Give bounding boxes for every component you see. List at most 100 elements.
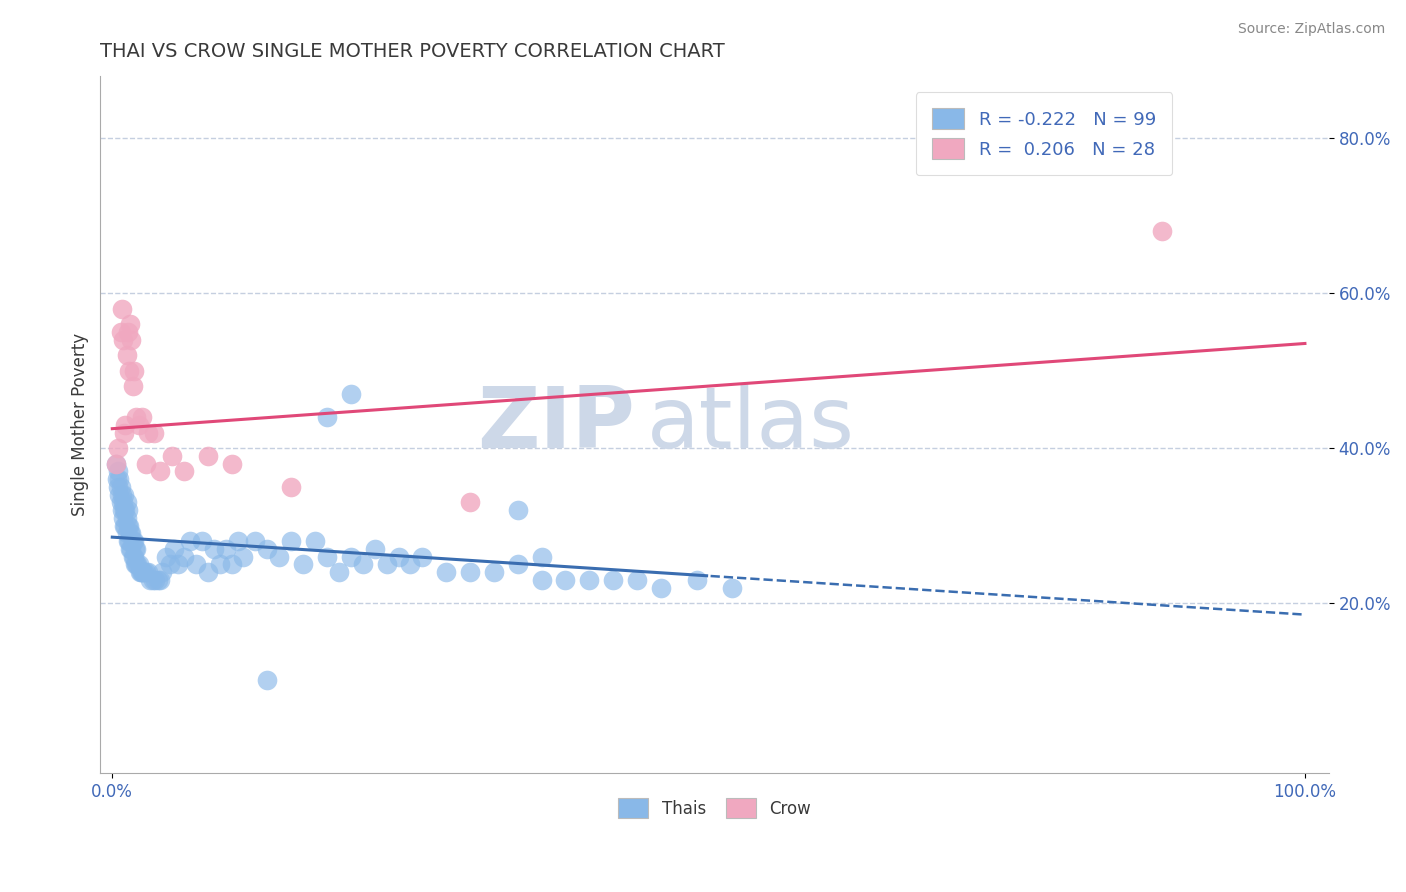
Point — [146, 573, 169, 587]
Point — [184, 558, 207, 572]
Point — [111, 301, 134, 316]
Point — [121, 534, 143, 549]
Point — [120, 526, 142, 541]
Point — [120, 541, 142, 556]
Point — [111, 503, 134, 517]
Point — [434, 565, 457, 579]
Point — [328, 565, 350, 579]
Point — [482, 565, 505, 579]
Point — [458, 495, 481, 509]
Point — [110, 480, 132, 494]
Point — [554, 573, 576, 587]
Point — [107, 480, 129, 494]
Point — [105, 472, 128, 486]
Point — [208, 558, 231, 572]
Point — [226, 534, 249, 549]
Point — [202, 541, 225, 556]
Point — [104, 457, 127, 471]
Point — [115, 348, 138, 362]
Point — [115, 495, 138, 509]
Point — [122, 549, 145, 564]
Point — [118, 534, 141, 549]
Text: THAI VS CROW SINGLE MOTHER POVERTY CORRELATION CHART: THAI VS CROW SINGLE MOTHER POVERTY CORRE… — [100, 42, 725, 61]
Point — [132, 565, 155, 579]
Point — [506, 558, 529, 572]
Point — [136, 565, 159, 579]
Point — [108, 487, 131, 501]
Text: Source: ZipAtlas.com: Source: ZipAtlas.com — [1237, 22, 1385, 37]
Point — [136, 425, 159, 440]
Point — [245, 534, 267, 549]
Point — [256, 541, 278, 556]
Point — [111, 487, 134, 501]
Point — [143, 425, 166, 440]
Point — [117, 518, 139, 533]
Point — [530, 549, 553, 564]
Point — [197, 565, 219, 579]
Point — [112, 503, 135, 517]
Point — [117, 325, 139, 339]
Point — [108, 472, 131, 486]
Point — [114, 503, 136, 517]
Point — [340, 549, 363, 564]
Point — [125, 558, 148, 572]
Point — [221, 457, 243, 471]
Point — [650, 581, 672, 595]
Point — [121, 549, 143, 564]
Point — [107, 441, 129, 455]
Point — [232, 549, 254, 564]
Point — [111, 495, 134, 509]
Point — [578, 573, 600, 587]
Point — [626, 573, 648, 587]
Point — [128, 417, 150, 432]
Point — [150, 565, 173, 579]
Point — [124, 558, 146, 572]
Point — [221, 558, 243, 572]
Point — [163, 541, 186, 556]
Point — [530, 573, 553, 587]
Point — [118, 518, 141, 533]
Point — [127, 558, 149, 572]
Point — [111, 510, 134, 524]
Point — [114, 417, 136, 432]
Point — [120, 317, 142, 331]
Point — [131, 565, 153, 579]
Point — [117, 534, 139, 549]
Point — [292, 558, 315, 572]
Point — [149, 464, 172, 478]
Point — [135, 565, 157, 579]
Point — [411, 549, 433, 564]
Point — [269, 549, 291, 564]
Point — [142, 573, 165, 587]
Point — [128, 558, 150, 572]
Point — [506, 503, 529, 517]
Point — [139, 573, 162, 587]
Y-axis label: Single Mother Poverty: Single Mother Poverty — [72, 334, 89, 516]
Point — [316, 410, 339, 425]
Point — [128, 565, 150, 579]
Point — [256, 673, 278, 688]
Point — [304, 534, 326, 549]
Point — [167, 558, 190, 572]
Point — [375, 558, 398, 572]
Point — [173, 549, 195, 564]
Point — [173, 464, 195, 478]
Point — [129, 565, 152, 579]
Point — [363, 541, 385, 556]
Point — [197, 449, 219, 463]
Point — [111, 333, 134, 347]
Point — [135, 457, 157, 471]
Point — [399, 558, 422, 572]
Point — [120, 333, 142, 347]
Point — [121, 379, 143, 393]
Point — [124, 541, 146, 556]
Point — [190, 534, 212, 549]
Point — [1150, 224, 1173, 238]
Point — [159, 558, 181, 572]
Point — [112, 425, 135, 440]
Point — [387, 549, 409, 564]
Point — [110, 325, 132, 339]
Point — [114, 518, 136, 533]
Point — [340, 387, 363, 401]
Text: atlas: atlas — [647, 384, 855, 467]
